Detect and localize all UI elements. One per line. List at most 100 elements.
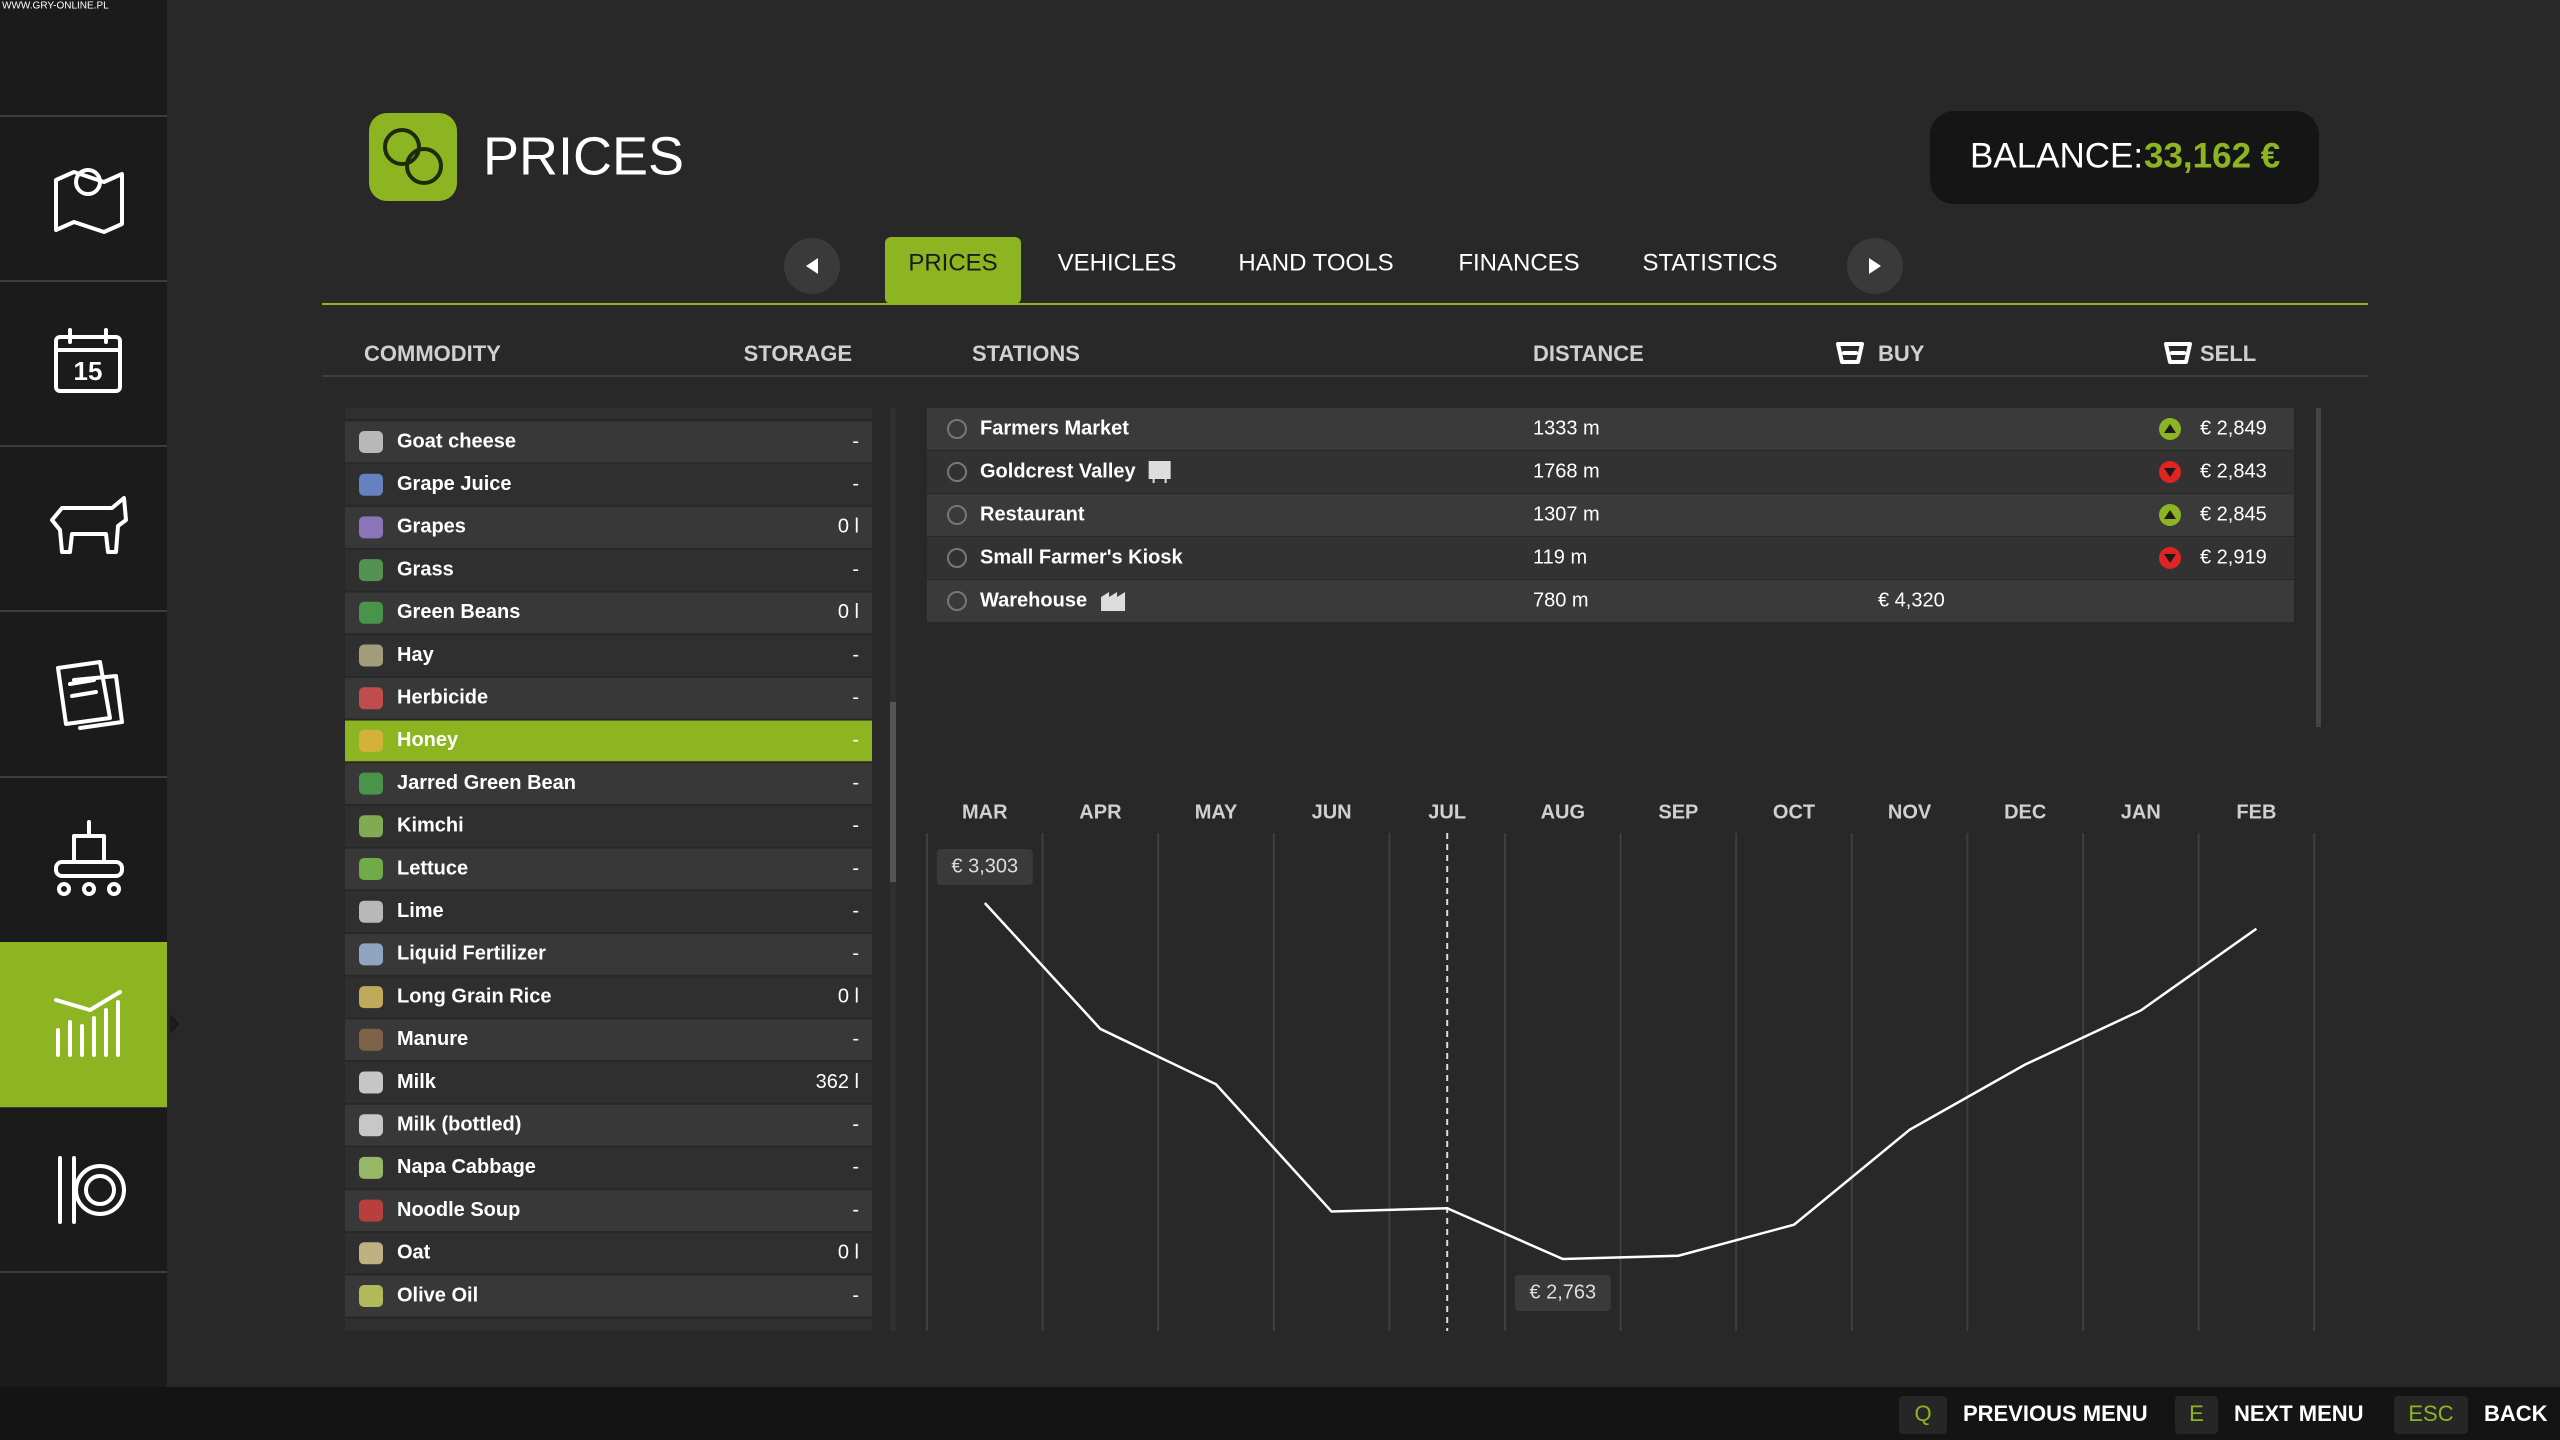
- commodity-storage: -: [852, 1156, 859, 1178]
- list-row[interactable]: [345, 464, 872, 506]
- commodity-name: Goat cheese: [397, 430, 516, 452]
- list-row[interactable]: [345, 549, 872, 591]
- icon-calendar[interactable]: [54, 328, 122, 393]
- list-row-selected[interactable]: [345, 720, 872, 762]
- month-label: FEB: [2236, 801, 2276, 823]
- icon-prices[interactable]: [54, 990, 122, 1057]
- list-row[interactable]: [345, 507, 872, 548]
- station-row[interactable]: [927, 580, 2294, 622]
- station-sell: € 2,843: [2200, 460, 2267, 482]
- tab[interactable]: HAND TOOLS: [1238, 249, 1393, 276]
- commodity-storage: -: [852, 1028, 859, 1050]
- list-row[interactable]: [345, 1104, 872, 1146]
- list-row[interactable]: [345, 421, 872, 463]
- list-row[interactable]: [345, 1019, 872, 1061]
- list-row[interactable]: [345, 1232, 872, 1274]
- list-row[interactable]: [345, 635, 872, 676]
- commodity-storage: -: [852, 686, 859, 708]
- commodity-storage: 0 l: [838, 601, 859, 623]
- commodity-name: Noodle Soup: [397, 1199, 520, 1221]
- tab-active-bg: [885, 237, 1021, 304]
- list-row[interactable]: [345, 976, 872, 1018]
- commodity-name: Herbicide: [397, 686, 488, 708]
- list-row[interactable]: [345, 934, 872, 975]
- commodity-storage: 0 l: [838, 1242, 859, 1264]
- tab[interactable]: PRICES: [908, 249, 997, 276]
- key-box[interactable]: [1899, 1396, 1947, 1434]
- month-label: JUN: [1312, 801, 1352, 823]
- col-buy: BUY: [1878, 341, 1925, 366]
- list-row[interactable]: [345, 677, 872, 719]
- key[interactable]: ESC: [2408, 1401, 2453, 1426]
- list-row[interactable]: [345, 1190, 872, 1231]
- list-row[interactable]: [345, 805, 872, 847]
- commodity-icon: [359, 1028, 383, 1051]
- month-label: MAY: [1195, 801, 1238, 823]
- tab[interactable]: FINANCES: [1458, 249, 1579, 276]
- key-box[interactable]: [2175, 1396, 2218, 1434]
- list-row[interactable]: [345, 1147, 872, 1189]
- list-row[interactable]: [345, 1062, 872, 1103]
- key-action[interactable]: NEXT MENU: [2234, 1401, 2364, 1426]
- commodity-name: Grapes: [397, 516, 466, 538]
- commodity-storage: -: [852, 1284, 859, 1306]
- month-label: AUG: [1541, 801, 1585, 823]
- list-scroll-thumb[interactable]: [890, 702, 896, 882]
- col-storage: STORAGE: [744, 341, 852, 366]
- station-distance: 119 m: [1533, 546, 1587, 568]
- station-row[interactable]: [927, 408, 2294, 450]
- station-table: Farmers Market 1333 m € 2,849 Goldcrest Val…: [927, 408, 2294, 622]
- commodity-list: Goat cheese - Grape Juice - Grapes 0 l Grass - G…: [345, 408, 872, 1331]
- station-distance: 1333 m: [1533, 417, 1600, 439]
- icon-settings[interactable]: [58, 1156, 126, 1224]
- commodity-storage: 0 l: [838, 516, 859, 538]
- icon-map[interactable]: [54, 168, 124, 234]
- price-line: [983, 902, 2258, 1261]
- station-marker: [947, 505, 967, 525]
- key[interactable]: Q: [1914, 1401, 1931, 1426]
- commodity-name: Kimchi: [397, 815, 464, 837]
- station-name: Goldcrest Valley: [980, 460, 1137, 482]
- icon-animals[interactable]: [50, 496, 128, 554]
- balance-value: 33,162 €: [2144, 136, 2280, 175]
- station-row[interactable]: [927, 537, 2294, 579]
- tab[interactable]: STATISTICS: [1642, 249, 1777, 276]
- month-label: JUL: [1428, 801, 1466, 823]
- commodity-storage: -: [852, 1199, 859, 1221]
- key-action[interactable]: BACK: [2484, 1401, 2548, 1426]
- station-scroll[interactable]: [2316, 408, 2321, 727]
- col-stations: STATIONS: [972, 341, 1080, 366]
- list-row[interactable]: [345, 891, 872, 933]
- icon-production[interactable]: [54, 820, 124, 896]
- icon-contracts[interactable]: [56, 660, 124, 730]
- station-name: Restaurant: [980, 503, 1085, 525]
- commodity-name: Lettuce: [397, 857, 468, 879]
- station-name: Small Farmer's Kiosk: [980, 546, 1184, 568]
- key-action[interactable]: PREVIOUS MENU: [1963, 1401, 2148, 1426]
- month-label: APR: [1079, 801, 1122, 823]
- commodity-name: Olive Oil: [397, 1284, 478, 1306]
- commodity-icon: [359, 516, 383, 539]
- key[interactable]: E: [2189, 1401, 2204, 1426]
- list-row: [345, 1318, 872, 1331]
- sidebar-active[interactable]: [0, 942, 167, 1107]
- commodity-name: Jarred Green Bean: [397, 772, 576, 794]
- trend-arrow: [2164, 468, 2176, 477]
- tab[interactable]: VEHICLES: [1058, 249, 1177, 276]
- commodity-storage: -: [852, 644, 859, 666]
- key-box[interactable]: [2394, 1396, 2468, 1434]
- trend-arrow: [2164, 510, 2176, 519]
- list-row[interactable]: [345, 848, 872, 890]
- list-row[interactable]: [345, 592, 872, 634]
- station-row[interactable]: [927, 494, 2294, 536]
- station-sell: € 2,849: [2200, 417, 2267, 439]
- col-commodity: COMMODITY: [364, 341, 501, 366]
- list-row[interactable]: [345, 1275, 872, 1317]
- list-row[interactable]: [345, 763, 872, 804]
- station-marker: [947, 548, 967, 568]
- commodity-icon: [359, 1071, 383, 1094]
- header-icon-coins: [383, 128, 443, 185]
- month-label: SEP: [1658, 801, 1698, 823]
- commodity-icon: [359, 1242, 383, 1265]
